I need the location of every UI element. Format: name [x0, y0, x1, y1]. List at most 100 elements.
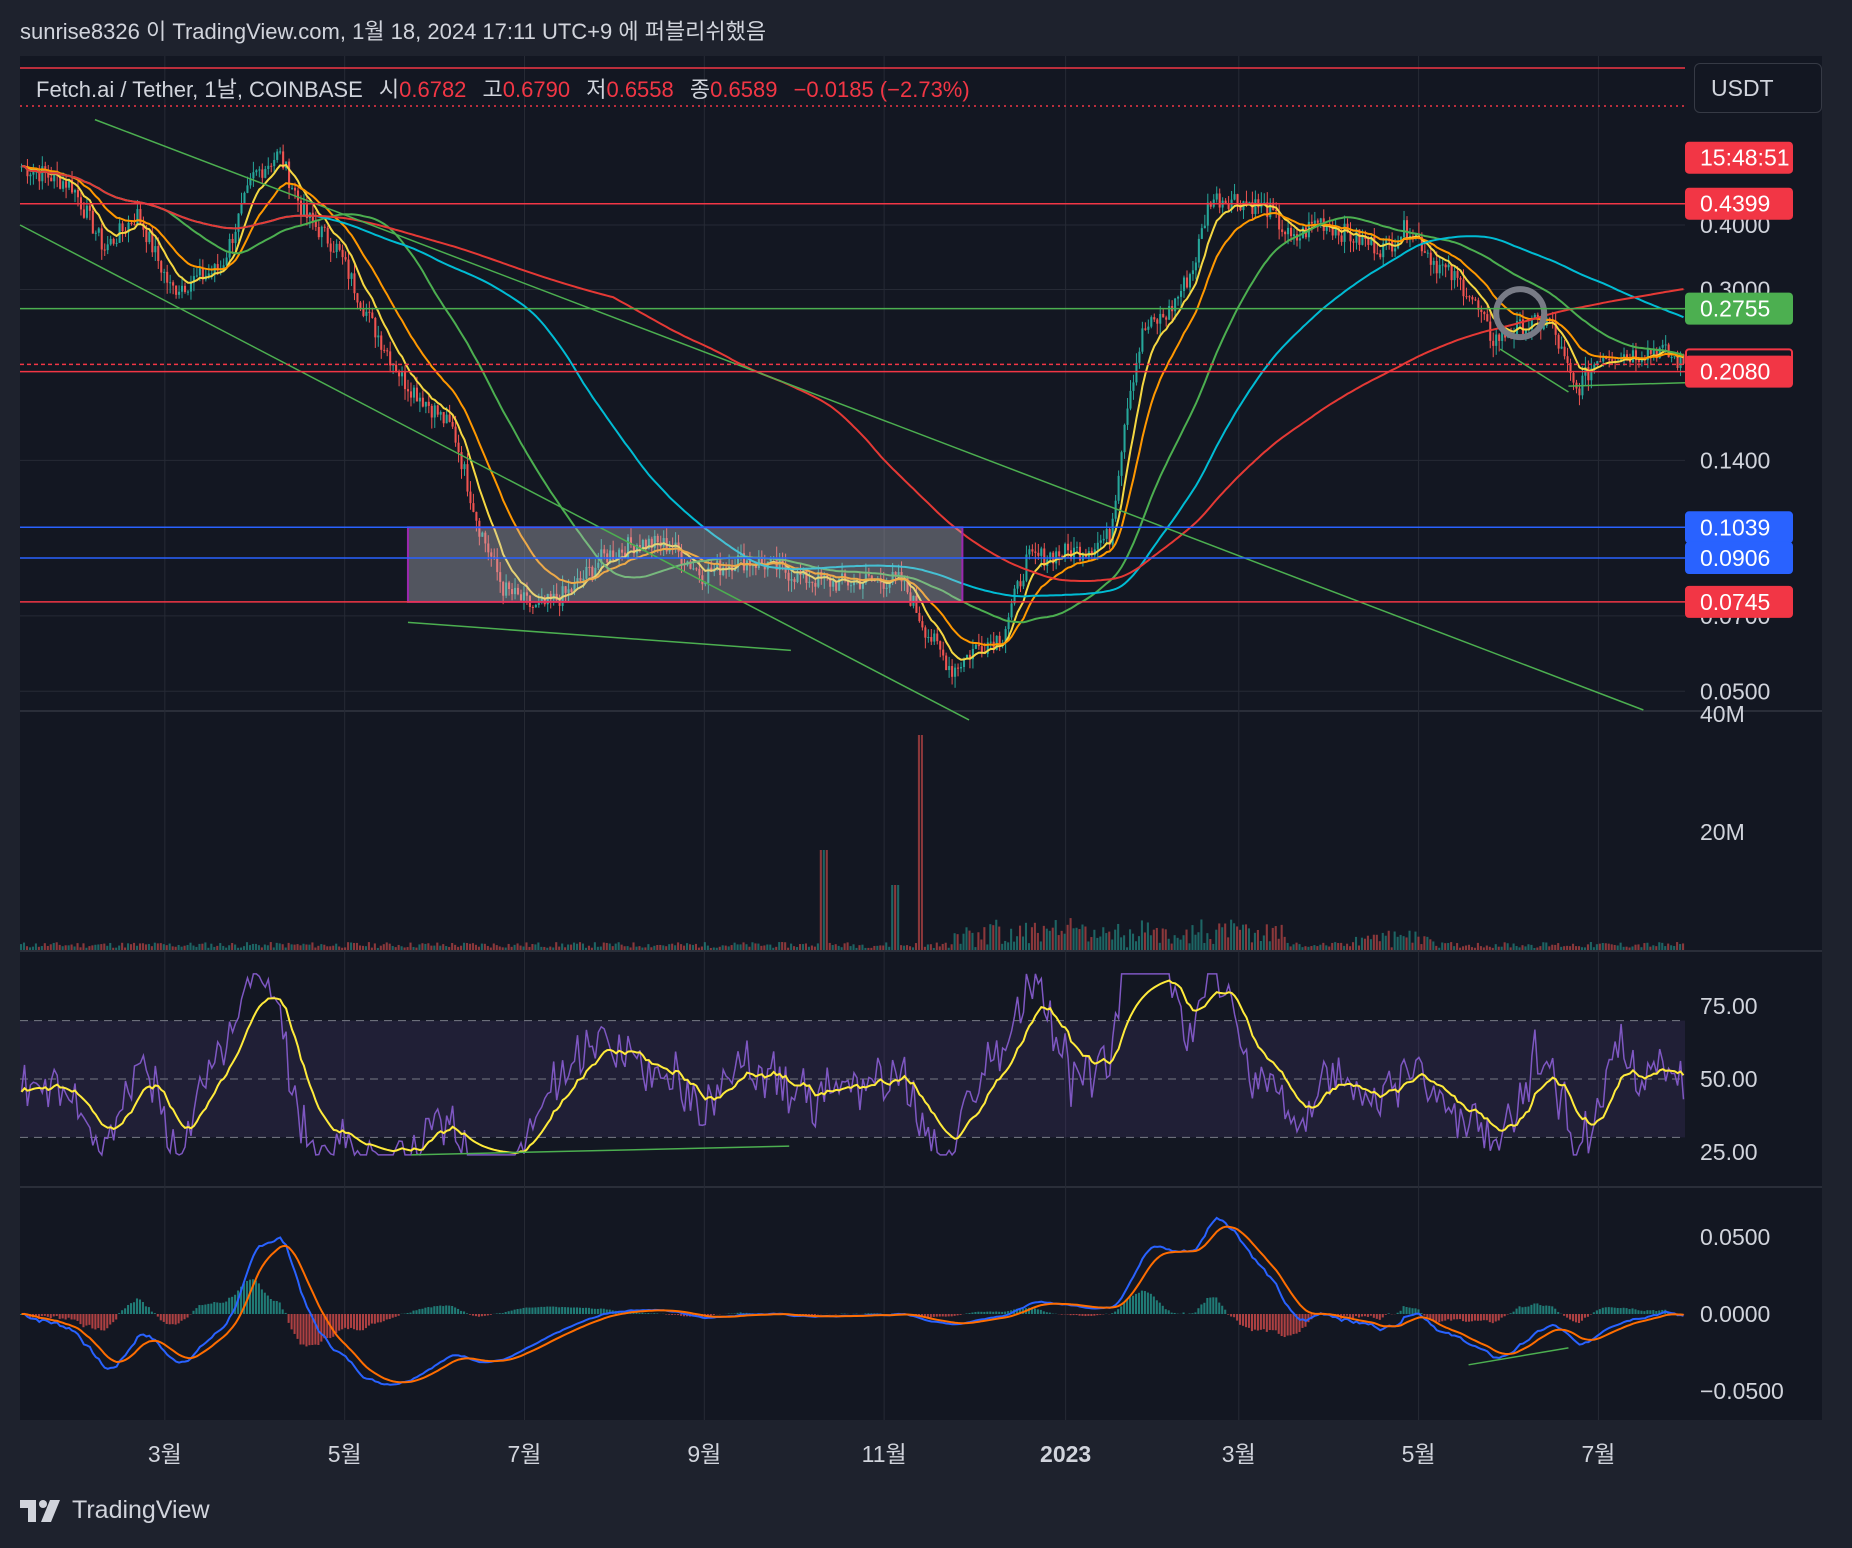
- volume-bar: [91, 945, 94, 950]
- macd-histogram-bar: [709, 1314, 712, 1316]
- macd-histogram-bar: [204, 1304, 207, 1314]
- candle-body: [163, 271, 166, 273]
- volume-bar: [1357, 945, 1361, 950]
- macd-histogram-bar: [977, 1311, 980, 1314]
- candle-body: [326, 227, 329, 244]
- macd-histogram-bar: [1607, 1307, 1610, 1314]
- candle-body: [852, 580, 856, 586]
- volume-bar: [1542, 942, 1545, 950]
- macd-histogram-bar: [1420, 1313, 1423, 1314]
- macd-histogram-bar: [1244, 1314, 1248, 1328]
- x-tick-label: 7월: [508, 1441, 542, 1467]
- candle-body: [1459, 277, 1462, 280]
- volume-bar: [329, 946, 332, 950]
- macd-histogram-bar: [923, 1314, 926, 1318]
- candle-body: [796, 571, 799, 582]
- volume-bar: [772, 947, 775, 950]
- ema-slow-line: [21, 165, 1684, 647]
- volume-bar: [207, 947, 210, 950]
- candle-body: [362, 308, 365, 316]
- macd-histogram-bar: [1164, 1309, 1167, 1314]
- candle-body: [597, 562, 600, 568]
- volume-bar: [882, 945, 885, 950]
- macd-histogram-bar: [97, 1314, 100, 1329]
- macd-histogram-bar: [216, 1302, 219, 1314]
- volume-bar: [1087, 941, 1090, 950]
- candle-body: [998, 635, 1001, 646]
- macd-histogram-bar: [138, 1299, 142, 1314]
- macd-histogram-bar: [1655, 1310, 1658, 1314]
- currency-selector[interactable]: USDT: [1694, 63, 1822, 113]
- volume-bar: [790, 943, 793, 950]
- macd-histogram-bar: [1512, 1311, 1515, 1314]
- candle-body: [234, 231, 237, 244]
- macd-histogram-bar: [210, 1303, 213, 1314]
- candle-body: [1105, 529, 1108, 539]
- macd-histogram-bar: [1459, 1314, 1462, 1320]
- candle-body: [1334, 228, 1337, 236]
- candle-body: [820, 571, 823, 579]
- price-label: 0.4399: [1685, 187, 1793, 220]
- volume-bar: [581, 943, 585, 950]
- volume-bar: [364, 946, 367, 950]
- candle-body: [493, 556, 496, 558]
- volume-bar: [807, 946, 810, 950]
- volume-bar: [1102, 927, 1105, 950]
- volume-bar: [320, 944, 323, 950]
- macd-histogram-bar: [1140, 1290, 1143, 1314]
- candle-body: [451, 421, 454, 427]
- candle-body: [817, 571, 820, 587]
- candle-body: [781, 559, 784, 564]
- macd-histogram-bar: [201, 1305, 204, 1314]
- volume-bar: [852, 944, 855, 950]
- volume-bar: [269, 942, 272, 950]
- candle-body: [624, 552, 627, 558]
- volume-bar: [593, 942, 596, 950]
- volume-bar: [159, 943, 162, 950]
- volume-bar: [412, 947, 415, 950]
- tradingview-logo[interactable]: TradingView: [20, 1496, 210, 1525]
- candle-body: [1319, 218, 1322, 223]
- macd-histogram-bar: [1114, 1311, 1117, 1314]
- macd-histogram-bar: [1592, 1312, 1595, 1314]
- volume-bar: [754, 943, 757, 950]
- candle-body: [1343, 223, 1346, 242]
- volume-bar: [1262, 935, 1265, 950]
- candle-body: [1099, 540, 1102, 543]
- macd-histogram-bar: [1631, 1308, 1634, 1314]
- volume-bar: [228, 945, 231, 950]
- volume-bar: [1470, 947, 1474, 950]
- volume-bar: [531, 944, 534, 950]
- macd-histogram-bar: [1557, 1311, 1560, 1314]
- macd-histogram-bar: [144, 1306, 147, 1314]
- macd-histogram-bar: [1601, 1307, 1604, 1314]
- macd-histogram-bar: [1212, 1297, 1215, 1314]
- volume-bar: [953, 933, 956, 950]
- macd-histogram-bar: [1497, 1314, 1500, 1321]
- macd-histogram-bar: [495, 1313, 498, 1314]
- candle-body: [487, 543, 490, 553]
- volume-bar: [998, 926, 1001, 950]
- volume-bar: [37, 946, 40, 950]
- candle-body: [291, 187, 294, 189]
- macd-histogram-bar: [1384, 1314, 1387, 1315]
- candle-body: [1414, 233, 1417, 236]
- volume-bar: [1149, 935, 1152, 950]
- macd-histogram-bar: [1149, 1293, 1152, 1314]
- volume-bar: [1619, 942, 1622, 950]
- volume-bar: [448, 946, 451, 950]
- volume-bar: [180, 946, 183, 950]
- volume-bar: [1010, 928, 1013, 950]
- candle-body: [1480, 309, 1483, 312]
- candle-body: [365, 311, 368, 316]
- macd-axis-tick: −0.0500: [1700, 1378, 1784, 1404]
- volume-bar: [1179, 939, 1182, 950]
- volume-bar: [992, 925, 995, 950]
- macd-histogram-bar: [1628, 1309, 1631, 1314]
- candle-body: [41, 166, 44, 182]
- candle-body: [537, 602, 540, 605]
- candle-body: [1379, 253, 1382, 258]
- candle-body: [1682, 354, 1685, 364]
- price-label-text: 0.2755: [1700, 296, 1770, 322]
